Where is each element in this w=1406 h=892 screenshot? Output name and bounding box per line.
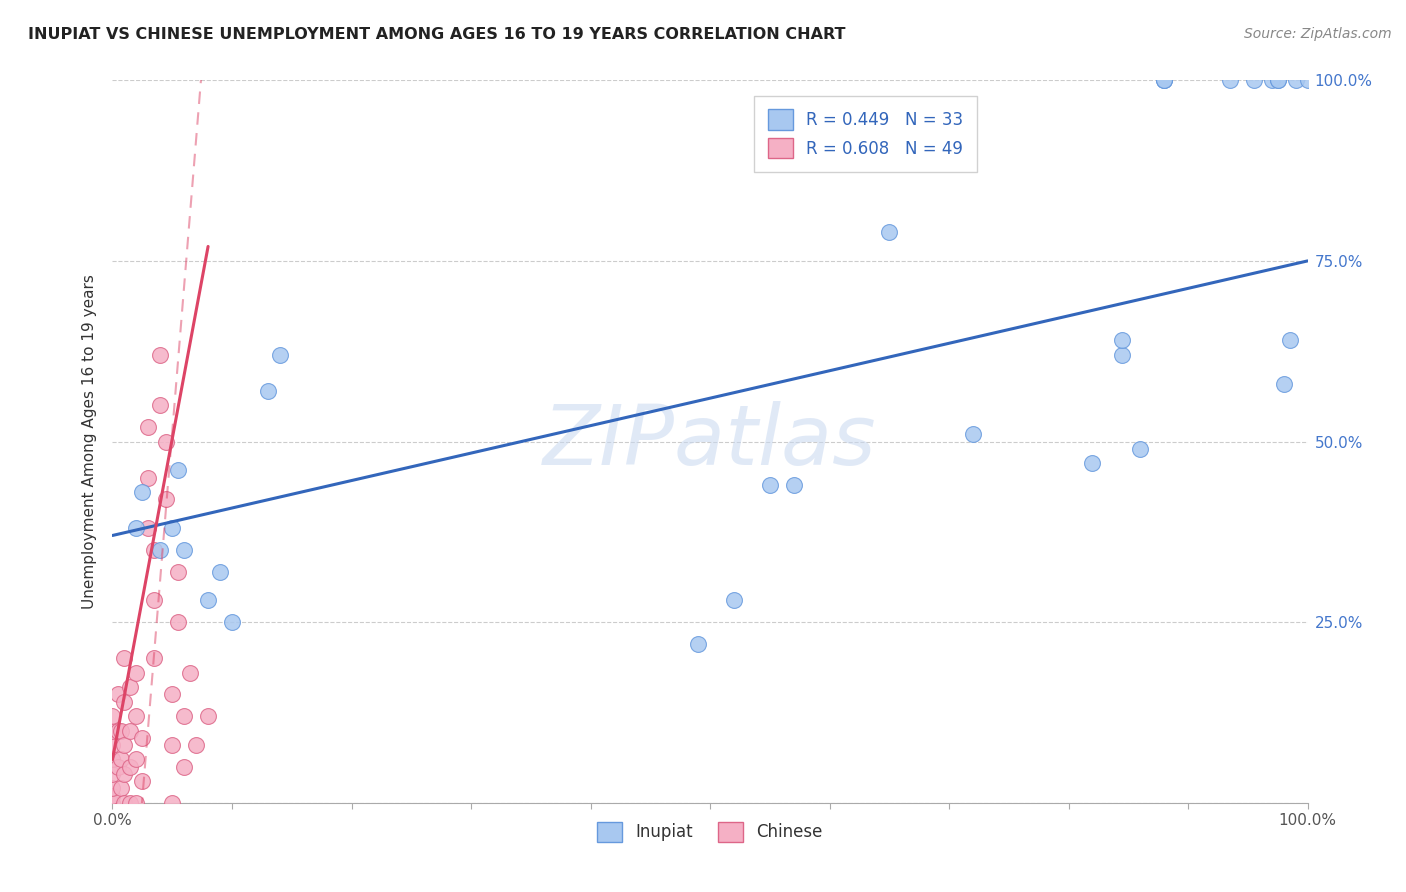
Point	[101, 738, 124, 752]
Point	[1285, 73, 1308, 87]
Point	[962, 427, 984, 442]
Point	[101, 752, 124, 766]
Point	[1267, 73, 1289, 87]
Point	[1111, 334, 1133, 348]
Point	[688, 637, 710, 651]
Point	[782, 478, 804, 492]
Point	[162, 738, 183, 752]
Point	[114, 738, 135, 752]
Point	[125, 752, 148, 766]
Point	[125, 796, 148, 810]
Point	[110, 723, 132, 738]
Point	[1278, 334, 1301, 348]
Point	[101, 723, 124, 738]
Point	[149, 542, 172, 557]
Point	[1219, 73, 1241, 87]
Point	[125, 709, 148, 723]
Point	[125, 665, 148, 680]
Point	[162, 687, 183, 701]
Point	[143, 542, 166, 557]
Point	[131, 731, 153, 745]
Text: Source: ZipAtlas.com: Source: ZipAtlas.com	[1244, 27, 1392, 41]
Point	[1153, 73, 1175, 87]
Point	[1129, 442, 1152, 456]
Point	[1272, 376, 1295, 391]
Point	[149, 398, 172, 412]
Point	[1267, 73, 1289, 87]
Point	[155, 492, 177, 507]
Point	[114, 767, 135, 781]
Point	[114, 695, 135, 709]
Y-axis label: Unemployment Among Ages 16 to 19 years: Unemployment Among Ages 16 to 19 years	[82, 274, 97, 609]
Point	[1296, 73, 1319, 87]
Point	[162, 796, 183, 810]
Point	[120, 723, 142, 738]
Text: ZIPatlas: ZIPatlas	[543, 401, 877, 482]
Point	[1153, 73, 1175, 87]
Point	[107, 723, 129, 738]
Point	[1153, 73, 1175, 87]
Point	[173, 542, 195, 557]
Point	[162, 521, 183, 535]
Point	[143, 593, 166, 607]
Point	[101, 767, 124, 781]
Point	[149, 348, 172, 362]
Point	[110, 781, 132, 796]
Point	[197, 593, 219, 607]
Point	[110, 752, 132, 766]
Point	[125, 521, 148, 535]
Text: INUPIAT VS CHINESE UNEMPLOYMENT AMONG AGES 16 TO 19 YEARS CORRELATION CHART: INUPIAT VS CHINESE UNEMPLOYMENT AMONG AG…	[28, 27, 845, 42]
Legend: Inupiat, Chinese: Inupiat, Chinese	[591, 815, 830, 848]
Point	[131, 774, 153, 789]
Point	[221, 615, 243, 630]
Point	[107, 760, 129, 774]
Point	[138, 470, 160, 484]
Point	[155, 434, 177, 449]
Point	[186, 738, 208, 752]
Point	[131, 485, 153, 500]
Point	[143, 651, 166, 665]
Point	[114, 796, 135, 810]
Point	[101, 796, 124, 810]
Point	[120, 680, 142, 694]
Point	[1081, 456, 1104, 470]
Point	[1111, 348, 1133, 362]
Point	[107, 687, 129, 701]
Point	[879, 225, 901, 239]
Point	[269, 348, 291, 362]
Point	[257, 384, 280, 398]
Point	[173, 709, 195, 723]
Point	[173, 760, 195, 774]
Point	[138, 420, 160, 434]
Point	[138, 521, 160, 535]
Point	[120, 796, 142, 810]
Point	[101, 789, 124, 803]
Point	[167, 463, 190, 477]
Point	[114, 651, 135, 665]
Point	[723, 593, 745, 607]
Point	[101, 709, 124, 723]
Point	[179, 665, 201, 680]
Point	[167, 565, 190, 579]
Point	[167, 615, 190, 630]
Point	[209, 565, 232, 579]
Point	[759, 478, 782, 492]
Point	[197, 709, 219, 723]
Point	[1243, 73, 1265, 87]
Point	[1261, 73, 1284, 87]
Point	[120, 760, 142, 774]
Point	[101, 781, 124, 796]
